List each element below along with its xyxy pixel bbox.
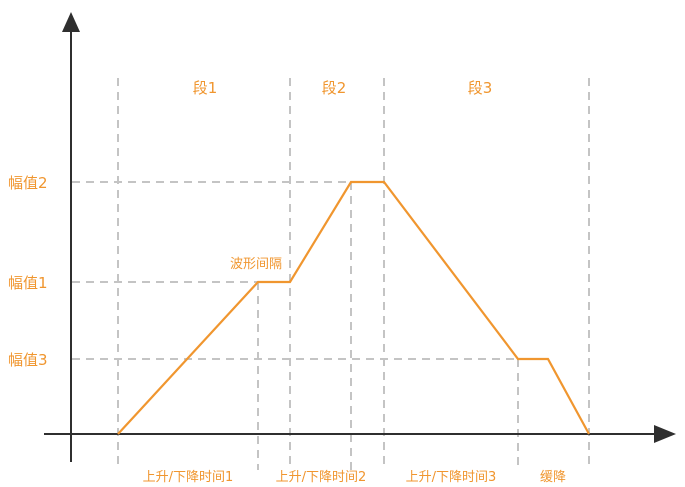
amplitude-labels: 幅值2 幅值1 幅值3 (8, 174, 48, 369)
vertical-guides (117, 78, 590, 470)
time-label-1: 上升/下降时间1 (143, 470, 234, 485)
segment-label-3: 段3 (468, 79, 493, 97)
amplitude-label-2: 幅值2 (8, 174, 48, 192)
waveform-line (117, 180, 590, 435)
amplitude-guides (72, 181, 518, 360)
time-label-4: 缓降 (540, 470, 566, 485)
amplitude-label-1: 幅值1 (8, 274, 48, 292)
axes (44, 12, 676, 462)
amplitude-label-3: 幅值3 (8, 351, 48, 369)
time-label-2: 上升/下降时间2 (276, 470, 367, 485)
interval-label: 波形间隔 (230, 257, 282, 272)
segment-label-1: 段1 (193, 79, 218, 97)
segment-labels: 段1 段2 段3 (193, 79, 493, 97)
time-labels: 上升/下降时间1 上升/下降时间2 上升/下降时间3 缓降 (143, 470, 566, 485)
x-axis-arrow (654, 425, 676, 443)
y-axis-arrow (62, 12, 80, 32)
time-label-3: 上升/下降时间3 (406, 470, 497, 485)
segment-label-2: 段2 (322, 79, 347, 97)
